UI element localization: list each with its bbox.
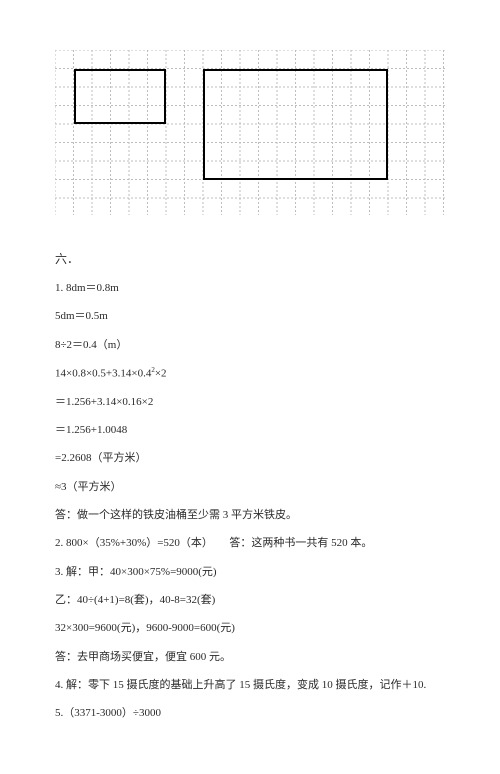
rectangle-b: [203, 69, 388, 180]
section-heading: 六．: [55, 250, 445, 267]
text-line: 4. 解：零下 15 摄氏度的基础上升高了 15 摄氏度，变成 10 摄氏度，记…: [55, 678, 445, 692]
text-line: 5dm＝0.5m: [55, 309, 445, 323]
text-line: 3. 解：甲：40×300×75%=9000(元): [55, 565, 445, 579]
text-line: 32×300=9600(元)，9600-9000=600(元): [55, 621, 445, 635]
text-line: 8÷2＝0.4（m）: [55, 338, 445, 352]
grid-figure: [55, 50, 445, 215]
text-line: 5.（3371-3000）÷3000: [55, 706, 445, 720]
text-line: 1. 8dm＝0.8m: [55, 281, 445, 295]
text-line: ≈3（平方米）: [55, 480, 445, 494]
text-line: 答：去甲商场买便宜，便宜 600 元。: [55, 650, 445, 664]
text-line: ＝1.256+1.0048: [55, 423, 445, 437]
solution-lines: 1. 8dm＝0.8m 5dm＝0.5m 8÷2＝0.4（m） 14×0.8×0.5+…: [55, 281, 445, 720]
text-line: =2.2608（平方米）: [55, 451, 445, 465]
text-line: 乙：40÷(4+1)=8(套)，40-8=32(套): [55, 593, 445, 607]
rectangle-a: [74, 69, 167, 125]
text-line: 14×0.8×0.5+3.14×0.42×2: [55, 366, 445, 381]
text-line: ＝1.256+3.14×0.16×2: [55, 395, 445, 409]
text-line: 答：做一个这样的铁皮油桶至少需 3 平方米铁皮。: [55, 508, 445, 522]
text-line: 2. 800×（35%+30%）=520（本） 答：这两种书一共有 520 本。: [55, 536, 445, 550]
